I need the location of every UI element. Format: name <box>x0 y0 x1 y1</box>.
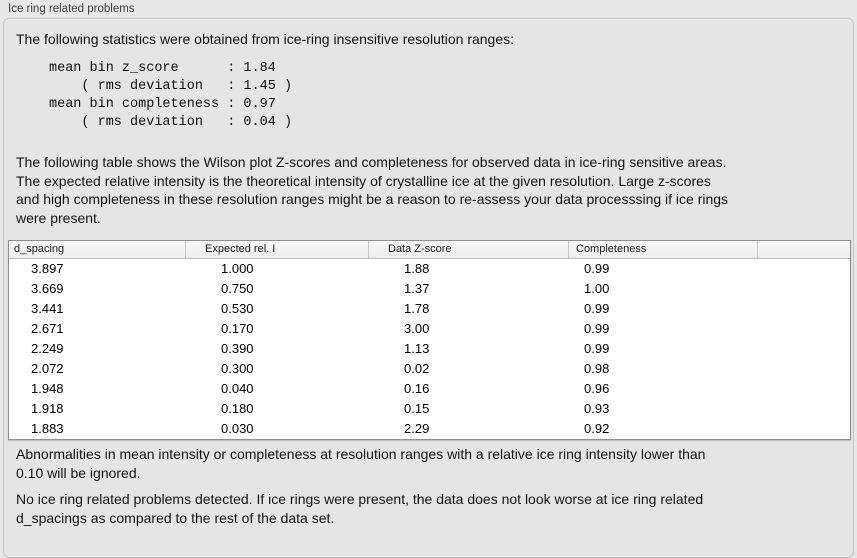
table-cell: 0.93 <box>584 401 610 416</box>
table-cell: 0.96 <box>584 381 610 396</box>
table-cell <box>758 299 850 319</box>
table-cell: 0.02 <box>404 361 430 376</box>
table-cell <box>758 379 850 399</box>
table-cell: 0.16 <box>404 381 430 396</box>
table-body: 3.897 1.000 1.88 0.99 3.669 0.750 1.37 1.00 3.44… <box>9 259 850 439</box>
table-cell: 0.180 <box>221 401 254 416</box>
table-cell: 1.00 <box>584 281 610 296</box>
table-header-d-spacing[interactable]: d_spacing <box>9 241 186 258</box>
table-cell: 2.29 <box>404 421 430 436</box>
table-cell: 0.530 <box>221 301 254 316</box>
table-cell: 1.883 <box>31 421 64 436</box>
table-cell <box>758 399 850 419</box>
table-cell: 1.918 <box>31 401 64 416</box>
table-cell: 1.000 <box>221 261 254 276</box>
table-description-text: The following table shows the Wilson plo… <box>16 154 729 226</box>
table-header-expected-rel-i[interactable]: Expected rel. I <box>186 241 369 258</box>
stats-summary-block: mean bin z_score : 1.84 ( rms deviation … <box>49 61 293 130</box>
table-row[interactable]: 3.669 0.750 1.37 1.00 <box>9 279 850 299</box>
table-row[interactable]: 2.072 0.300 0.02 0.98 <box>9 359 850 379</box>
group-box-label: Ice ring related problems <box>8 3 135 15</box>
table-cell: 3.897 <box>31 261 64 276</box>
table-cell: 0.99 <box>584 321 610 336</box>
xtriage-window: { "group": { "label": "Ice ring related … <box>3 3 854 558</box>
table-row[interactable]: 3.441 0.530 1.78 0.99 <box>9 299 850 319</box>
table-cell: 1.948 <box>31 381 64 396</box>
table-cell <box>758 339 850 359</box>
table-cell <box>758 359 850 379</box>
table-row[interactable]: 1.883 0.030 2.29 0.92 <box>9 419 850 439</box>
intro-text: The following statistics were obtained f… <box>16 31 515 47</box>
table-header-completeness[interactable]: Completeness <box>569 241 758 258</box>
table-cell: 0.99 <box>584 261 610 276</box>
table-cell: 2.072 <box>31 361 64 376</box>
table-row[interactable]: 1.918 0.180 0.15 0.93 <box>9 399 850 419</box>
table-cell: 0.99 <box>584 341 610 356</box>
table-row[interactable]: 3.897 1.000 1.88 0.99 <box>9 259 850 279</box>
table-cell: 3.00 <box>404 321 430 336</box>
table-cell <box>758 319 850 339</box>
table-cell: 0.92 <box>584 421 610 436</box>
table-cell: 3.441 <box>31 301 64 316</box>
table-cell: 0.750 <box>221 281 254 296</box>
ignore-note-text: Abnormalities in mean intensity or compl… <box>16 446 706 481</box>
table-cell <box>758 259 850 279</box>
table-row[interactable]: 2.671 0.170 3.00 0.99 <box>9 319 850 339</box>
table-cell <box>758 279 850 299</box>
table-cell: 1.37 <box>404 281 430 296</box>
table-header-empty <box>758 241 850 258</box>
table-header-row: d_spacing Expected rel. I Data Z-score C… <box>9 241 850 259</box>
table-row[interactable]: 1.948 0.040 0.16 0.96 <box>9 379 850 399</box>
table-cell: 0.030 <box>221 421 254 436</box>
table-cell: 0.390 <box>221 341 254 356</box>
table-cell: 0.170 <box>221 321 254 336</box>
table-cell: 0.98 <box>584 361 610 376</box>
table-cell: 0.040 <box>221 381 254 396</box>
table-cell <box>758 419 850 439</box>
table-cell: 2.249 <box>31 341 64 356</box>
table-cell: 1.78 <box>404 301 430 316</box>
ice-ring-table: d_spacing Expected rel. I Data Z-score C… <box>8 240 851 440</box>
table-cell: 2.671 <box>31 321 64 336</box>
table-cell: 0.15 <box>404 401 430 416</box>
table-cell: 0.99 <box>584 301 610 316</box>
table-cell: 3.669 <box>31 281 64 296</box>
table-header-data-z-score[interactable]: Data Z-score <box>369 241 569 258</box>
table-cell: 0.300 <box>221 361 254 376</box>
table-cell: 1.88 <box>404 261 430 276</box>
table-row[interactable]: 2.249 0.390 1.13 0.99 <box>9 339 850 359</box>
table-cell: 1.13 <box>404 341 430 356</box>
conclusion-text: No ice ring related problems detected. I… <box>16 491 704 526</box>
